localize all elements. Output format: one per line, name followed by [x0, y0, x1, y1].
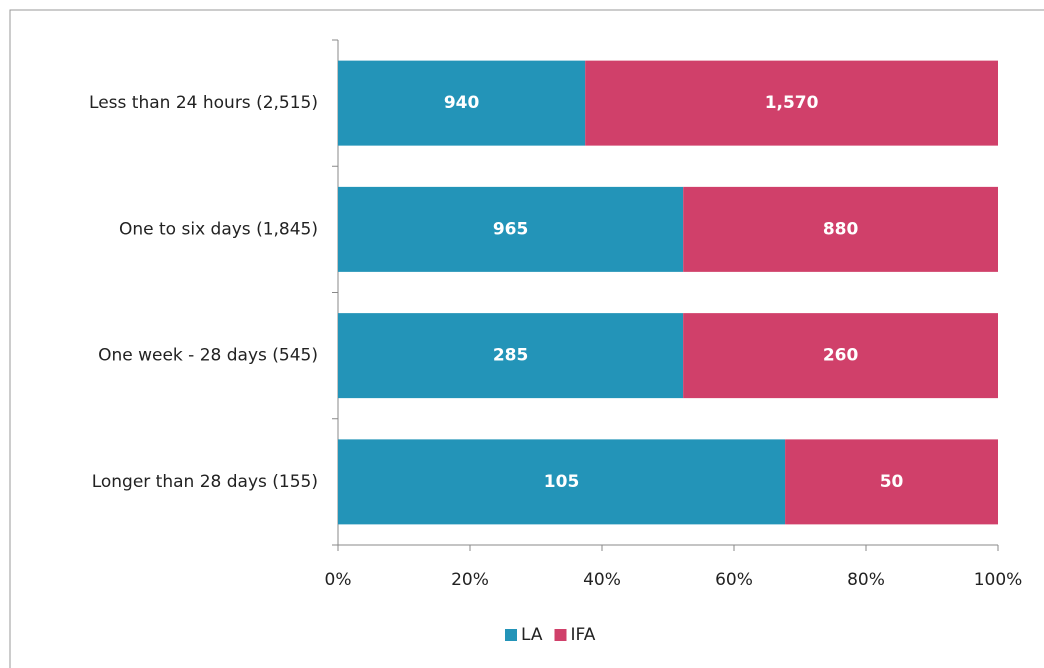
- bar-segment: [683, 186, 998, 272]
- x-tick-label: 60%: [715, 570, 753, 590]
- legend-swatch: [505, 629, 517, 641]
- chart-frame: [9, 9, 1044, 668]
- x-tick-label: 100%: [974, 570, 1023, 590]
- bar-segment: [338, 186, 684, 272]
- data-label: 965: [493, 219, 529, 239]
- legend-swatch: [554, 629, 567, 641]
- bar-segment: [338, 313, 684, 399]
- y-tick-label: Longer than 28 days (155): [92, 472, 318, 492]
- bar-segment: [683, 313, 998, 399]
- legend-label: LA: [521, 625, 543, 645]
- data-label: 50: [880, 472, 904, 492]
- bar-segment: [338, 439, 786, 525]
- x-tick-label: 40%: [583, 570, 621, 590]
- legend-label: IFA: [571, 625, 596, 645]
- x-tick-label: 0%: [325, 570, 352, 590]
- bar-segment: [785, 439, 998, 525]
- data-label: 260: [823, 346, 859, 366]
- bar-segment: [585, 60, 998, 146]
- x-tick-label: 80%: [847, 570, 885, 590]
- x-tick-label: 20%: [451, 570, 489, 590]
- y-tick-label: One to six days (1,845): [119, 219, 318, 239]
- y-tick-label: One week - 28 days (545): [98, 346, 318, 366]
- bar-segment: [338, 60, 586, 146]
- data-label: 105: [544, 472, 580, 492]
- data-label: 1,570: [765, 93, 819, 113]
- data-label: 880: [823, 219, 859, 239]
- y-tick-label: Less than 24 hours (2,515): [89, 93, 318, 113]
- data-label: 940: [444, 93, 480, 113]
- data-label: 285: [493, 346, 529, 366]
